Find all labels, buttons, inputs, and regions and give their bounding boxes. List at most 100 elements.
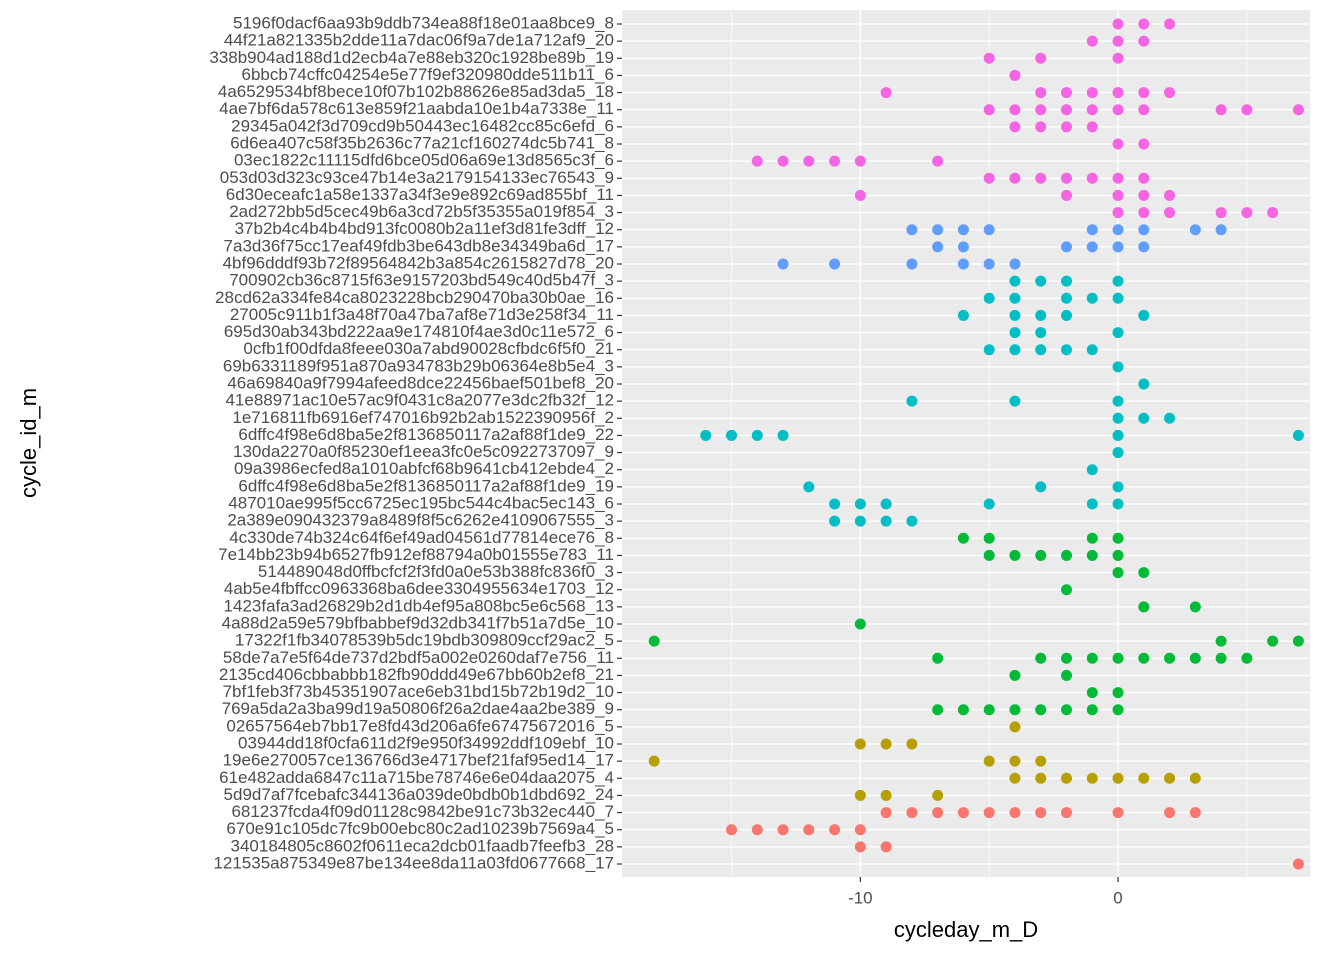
point — [1035, 549, 1047, 561]
point — [1086, 104, 1098, 116]
point — [1060, 344, 1072, 356]
point — [1009, 549, 1021, 561]
point — [1035, 344, 1047, 356]
y-tick-label: 2a389e090432379a8489f8f5c6262e4109067555… — [227, 511, 614, 530]
point — [932, 652, 944, 664]
point — [1164, 18, 1176, 30]
point — [1035, 807, 1047, 819]
point — [1138, 18, 1150, 30]
y-tick-label: 02657564eb7bb17e8fd43d206a6fe67475672016… — [226, 716, 614, 735]
y-tick-label: 19e6e270057ce136766d3e4717bef21faf95ed14… — [223, 751, 614, 770]
point — [1241, 104, 1253, 116]
point — [1060, 189, 1072, 201]
y-tick-label: 7a3d36f75cc17eaf49fdb3be643db8e34349ba6d… — [224, 236, 614, 255]
y-tick-label: 769a5da2a3ba99d19a50806f26a2dae4aa2be389… — [222, 699, 614, 718]
point — [829, 155, 841, 167]
point — [983, 807, 995, 819]
point — [1009, 772, 1021, 784]
point — [1009, 721, 1021, 733]
y-tick-label: 4a88d2a59e579bfbabbef9d32db341f7b51a7d5e… — [222, 613, 614, 632]
point — [1060, 584, 1072, 596]
point — [1086, 292, 1098, 304]
point — [1035, 87, 1047, 99]
y-tick-label: 340184805c8602f0611eca2dcb01faadb7feefb3… — [231, 836, 615, 855]
point — [906, 395, 918, 407]
point — [1215, 207, 1227, 219]
point — [1112, 18, 1124, 30]
point — [1086, 121, 1098, 133]
point — [1112, 549, 1124, 561]
point — [1086, 464, 1098, 476]
y-tick-label: 58de7a7e5f64de737d2bdf5a002e0260daf7e756… — [223, 648, 614, 667]
point — [1009, 69, 1021, 81]
y-tick-label: 053d03d323c93ce47b14e3a2179154133ec76543… — [220, 168, 614, 187]
point — [1215, 635, 1227, 647]
point — [648, 755, 660, 767]
point — [1112, 361, 1124, 373]
y-tick-label: 29345a042f3d709cd9b50443ec16482cc85c6efd… — [231, 116, 614, 135]
point — [1009, 275, 1021, 287]
point — [1035, 52, 1047, 64]
point — [1009, 172, 1021, 184]
point — [1138, 412, 1150, 424]
point — [983, 755, 995, 767]
y-tick-label: 700902cb36c8715f63e9157203bd549c40d5b47f… — [229, 271, 614, 290]
point — [1112, 532, 1124, 544]
point — [1060, 807, 1072, 819]
point — [1292, 635, 1304, 647]
point — [1035, 481, 1047, 493]
point — [777, 155, 789, 167]
point — [1112, 447, 1124, 459]
point — [880, 807, 892, 819]
point — [854, 789, 866, 801]
point — [1035, 172, 1047, 184]
point — [1009, 755, 1021, 767]
point — [1112, 807, 1124, 819]
point — [1086, 532, 1098, 544]
point — [1112, 275, 1124, 287]
y-tick-label: 0cfb1f00dfda8feee030a7abd90028cfbdc6f5f0… — [243, 339, 614, 358]
y-tick-label: 6d6ea407c58f35b2636c77a21cf160274dc5b741… — [230, 133, 614, 152]
point — [1189, 601, 1201, 613]
x-tick-label: -10 — [848, 888, 873, 907]
point — [1164, 87, 1176, 99]
y-tick-label: 670e91c105dc7fc9b00ebc80c2ad10239b7569a4… — [226, 819, 614, 838]
y-tick-label: 4ae7bf6da578c613e859f21aabda10e1b4a7338e… — [219, 99, 614, 118]
y-tick-label: 695d30ab343bd222aa9e174810f4ae3d0c11e572… — [224, 322, 614, 341]
point — [932, 241, 944, 253]
point — [803, 824, 815, 836]
y-tick-label: 69b6331189f951a870a934783b29b06364e8b5e4… — [223, 356, 614, 375]
point — [1086, 241, 1098, 253]
point — [906, 224, 918, 236]
point — [1112, 687, 1124, 699]
x-tick-label: 0 — [1113, 888, 1122, 907]
point — [751, 824, 763, 836]
point — [854, 824, 866, 836]
point — [906, 807, 918, 819]
point — [1060, 669, 1072, 681]
point — [957, 704, 969, 716]
point — [829, 258, 841, 270]
point — [1138, 138, 1150, 150]
point — [1164, 189, 1176, 201]
point — [777, 429, 789, 441]
point — [1164, 807, 1176, 819]
point — [906, 258, 918, 270]
point — [1009, 344, 1021, 356]
point — [1035, 121, 1047, 133]
point — [829, 824, 841, 836]
point — [1138, 241, 1150, 253]
points — [648, 18, 1304, 870]
y-tick-label: 41e88971ac10e57ac9f0431c8a2077e3dc2fb32f… — [225, 391, 614, 410]
y-tick-label: 5196f0dacf6aa93b9ddb734ea88f18e01aa8bce9… — [233, 13, 614, 32]
point — [1292, 429, 1304, 441]
point — [983, 258, 995, 270]
point — [1009, 121, 1021, 133]
point — [1086, 87, 1098, 99]
point — [1086, 224, 1098, 236]
plot-panel — [622, 10, 1310, 877]
point — [1112, 207, 1124, 219]
point — [1086, 687, 1098, 699]
point — [957, 532, 969, 544]
point — [1086, 772, 1098, 784]
